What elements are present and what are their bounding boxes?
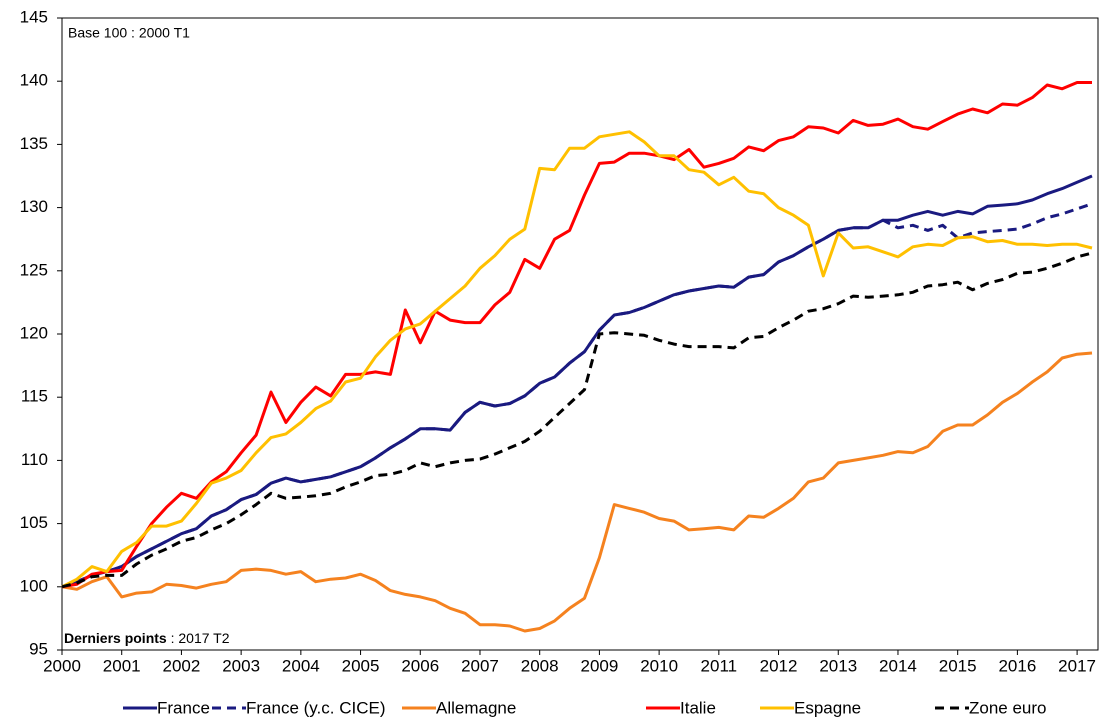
x-tick-label: 2000 (43, 656, 81, 675)
y-tick-label: 145 (20, 7, 48, 26)
y-tick-label: 110 (21, 450, 48, 469)
x-tick-label: 2009 (580, 656, 618, 675)
legend-label: Italie (680, 698, 716, 717)
x-tick-label: 2010 (640, 656, 678, 675)
legend-label: France (157, 698, 210, 717)
y-tick-label: 135 (20, 134, 48, 153)
y-tick-label: 95 (29, 639, 48, 658)
y-tick-label: 115 (21, 387, 48, 406)
x-tick-label: 2017 (1058, 656, 1096, 675)
y-tick-label: 105 (20, 513, 48, 532)
x-tick-label: 2014 (879, 656, 917, 675)
y-tick-label: 130 (20, 197, 48, 216)
y-tick-label: 125 (20, 260, 48, 279)
x-tick-label: 2002 (163, 656, 201, 675)
annotation: Derniers points : 2017 T2 (64, 630, 230, 646)
x-tick-label: 2004 (282, 656, 320, 675)
legend-label: Allemagne (436, 698, 516, 717)
series-line (61, 174, 1093, 589)
y-tick-label: 140 (20, 71, 48, 90)
series-line (61, 130, 1093, 589)
x-tick-label: 2007 (461, 656, 499, 675)
annotation: Base 100 : 2000 T1 (68, 25, 190, 41)
x-tick-label: 2012 (760, 656, 798, 675)
series-line (61, 351, 1093, 633)
x-tick-label: 2003 (222, 656, 260, 675)
plot-frame (61, 17, 1099, 651)
legend-label: Espagne (794, 698, 861, 717)
legend-label: Zone euro (969, 698, 1047, 717)
series-line (61, 202, 1093, 589)
x-tick-label: 2013 (819, 656, 857, 675)
x-tick-label: 2015 (939, 656, 977, 675)
x-tick-label: 2001 (103, 656, 141, 675)
x-tick-label: 2016 (998, 656, 1036, 675)
annotation-bold: Derniers points (64, 630, 167, 646)
legend-label: France (y.c. CICE) (246, 698, 385, 717)
series-line (61, 251, 1093, 589)
series-line (61, 81, 1092, 589)
y-tick-label: 100 (20, 576, 48, 595)
x-tick-label: 2006 (401, 656, 439, 675)
annotation-rest: : 2017 T2 (167, 630, 230, 646)
y-tick-label: 120 (20, 323, 48, 342)
x-tick-label: 2008 (521, 656, 559, 675)
x-tick-label: 2005 (342, 656, 380, 675)
x-tick-label: 2011 (701, 656, 738, 675)
